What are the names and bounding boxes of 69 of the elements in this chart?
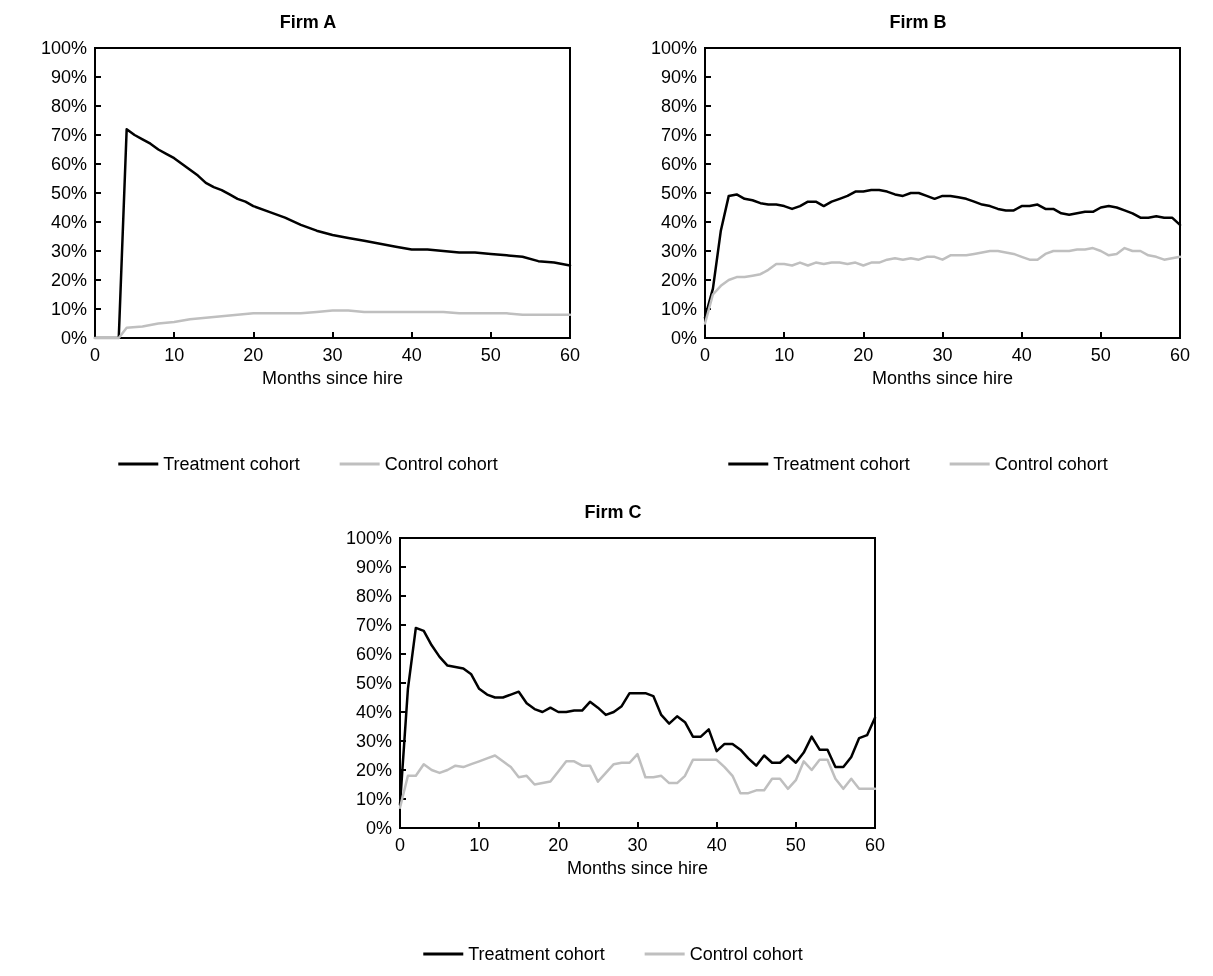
x-tick-label: 40 bbox=[706, 835, 727, 855]
y-tick-label: 60% bbox=[660, 154, 697, 174]
x-tick-label: 30 bbox=[322, 345, 343, 365]
y-tick-label: 10% bbox=[355, 789, 392, 809]
y-tick-label: 40% bbox=[50, 212, 87, 232]
y-tick-label: 70% bbox=[660, 125, 697, 145]
x-tick-label: 60 bbox=[559, 345, 581, 365]
x-tick-label: 10 bbox=[774, 345, 795, 365]
y-tick-label: 50% bbox=[50, 183, 87, 203]
y-tick-label: 0% bbox=[365, 818, 392, 838]
y-tick-label: 20% bbox=[660, 270, 697, 290]
x-tick-label: 60 bbox=[1169, 345, 1191, 365]
y-tick-label: 100% bbox=[40, 38, 87, 58]
y-tick-label: 50% bbox=[355, 673, 392, 693]
line-series bbox=[398, 752, 877, 809]
x-axis-title: Months since hire bbox=[871, 367, 1014, 388]
y-tick-label: 0% bbox=[60, 328, 87, 348]
y-tick-label: 100% bbox=[345, 528, 392, 548]
x-tick-label: 50 bbox=[785, 835, 806, 855]
y-tick-label: 80% bbox=[355, 586, 392, 606]
y-tick-label: 30% bbox=[660, 241, 697, 261]
x-tick-label: 0 bbox=[89, 345, 101, 365]
x-tick-label: 20 bbox=[853, 345, 874, 365]
y-tick-label: 70% bbox=[50, 125, 87, 145]
x-tick-label: 30 bbox=[932, 345, 953, 365]
y-tick-label: 70% bbox=[355, 615, 392, 635]
y-tick-label: 30% bbox=[50, 241, 87, 261]
y-tick-label: 10% bbox=[50, 299, 87, 319]
y-tick-label: 30% bbox=[355, 731, 392, 751]
x-tick-label: 20 bbox=[243, 345, 264, 365]
y-tick-label: 100% bbox=[650, 38, 697, 58]
legend-label: Treatment cohort bbox=[468, 944, 605, 964]
x-tick-label: 10 bbox=[164, 345, 185, 365]
y-tick-label: 40% bbox=[660, 212, 697, 232]
x-tick-label: 50 bbox=[1090, 345, 1111, 365]
x-tick-label: 20 bbox=[548, 835, 569, 855]
x-tick-label: 0 bbox=[394, 835, 406, 855]
y-tick-label: 80% bbox=[660, 96, 697, 116]
x-tick-label: 40 bbox=[1011, 345, 1032, 365]
line-series bbox=[93, 309, 572, 340]
y-tick-label: 60% bbox=[50, 154, 87, 174]
x-axis-title: Months since hire bbox=[566, 857, 709, 878]
y-tick-label: 40% bbox=[355, 702, 392, 722]
x-axis-title: Months since hire bbox=[261, 367, 404, 388]
legend-label: Treatment cohort bbox=[773, 454, 910, 474]
y-tick-label: 60% bbox=[355, 644, 392, 664]
y-tick-label: 10% bbox=[660, 299, 697, 319]
x-tick-label: 30 bbox=[627, 835, 648, 855]
y-tick-label: 90% bbox=[660, 67, 697, 87]
line-series bbox=[703, 246, 1182, 325]
y-tick-label: 90% bbox=[355, 557, 392, 577]
chart-title: Firm A bbox=[279, 12, 337, 32]
chart-title: Firm B bbox=[889, 12, 947, 32]
x-tick-label: 50 bbox=[480, 345, 501, 365]
legend-label: Control cohort bbox=[994, 454, 1108, 474]
x-tick-label: 40 bbox=[401, 345, 422, 365]
y-tick-label: 90% bbox=[50, 67, 87, 87]
y-tick-label: 0% bbox=[670, 328, 697, 348]
chart-title: Firm C bbox=[584, 502, 642, 522]
legend-label: Control cohort bbox=[384, 454, 498, 474]
x-tick-label: 60 bbox=[864, 835, 886, 855]
y-tick-label: 50% bbox=[660, 183, 697, 203]
legend-label: Control cohort bbox=[689, 944, 803, 964]
x-tick-label: 0 bbox=[699, 345, 711, 365]
y-tick-label: 80% bbox=[50, 96, 87, 116]
legend-label: Treatment cohort bbox=[163, 454, 300, 474]
y-tick-label: 20% bbox=[50, 270, 87, 290]
x-tick-label: 10 bbox=[469, 835, 490, 855]
y-tick-label: 20% bbox=[355, 760, 392, 780]
